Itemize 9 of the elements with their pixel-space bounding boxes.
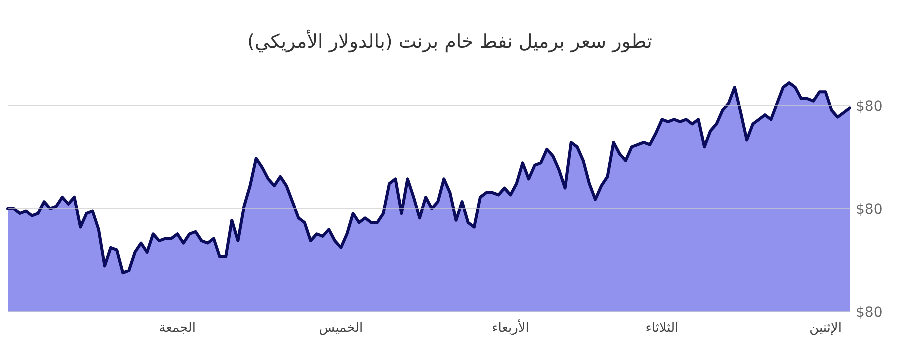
x-tick-label: الإثنين — [810, 321, 842, 336]
x-tick-label: الخميس — [319, 321, 364, 336]
text: $80 — [856, 202, 883, 218]
x-tick-label: الجمعة — [159, 321, 196, 336]
text: $80 — [856, 98, 883, 115]
x-tick-label: الثلاثاء — [646, 321, 679, 336]
chart-title: تطور سعر برميل نفط خام برنت (بالدولار الأمريكي) — [248, 29, 652, 53]
text: $80 — [856, 305, 883, 321]
x-tick-label: الأربعاء — [492, 319, 530, 336]
